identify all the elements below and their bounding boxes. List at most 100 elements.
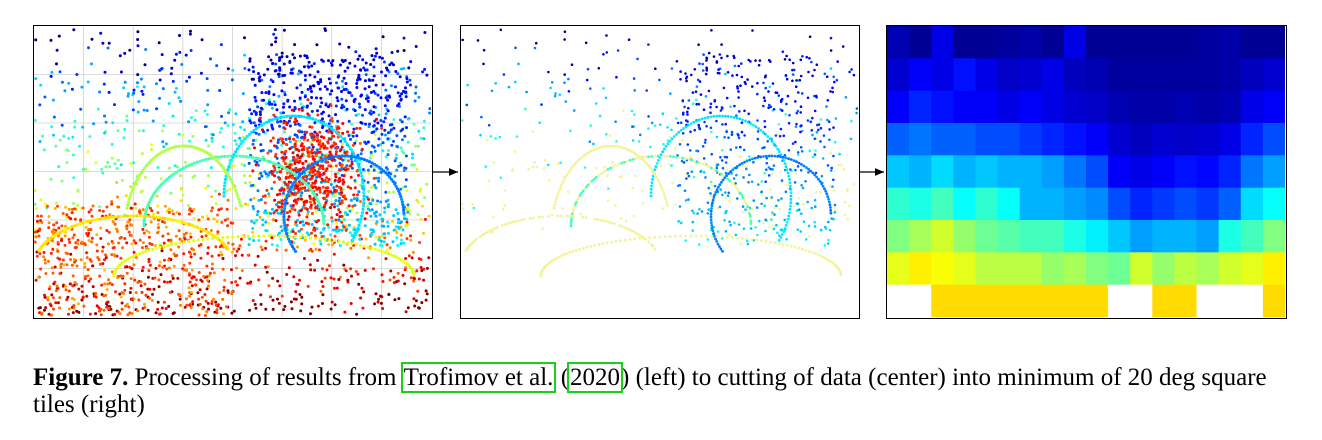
- data-point: [255, 218, 259, 222]
- data-point: [110, 142, 114, 146]
- data-point: [184, 231, 188, 235]
- data-point: [235, 147, 239, 151]
- data-point: [58, 257, 62, 261]
- citation-year-link[interactable]: 2020: [567, 362, 624, 393]
- data-point: [354, 50, 358, 54]
- data-point: [296, 72, 300, 76]
- data-point: [394, 156, 398, 160]
- data-point: [148, 263, 152, 267]
- data-point: [334, 150, 338, 154]
- left-panel-raw-data: [33, 25, 433, 319]
- data-point: [83, 242, 86, 246]
- data-point: [189, 306, 193, 309]
- data-point: [241, 154, 245, 158]
- data-point: [414, 91, 418, 95]
- data-point: [273, 198, 277, 202]
- citation-author-link[interactable]: Trofimov et al.: [400, 362, 557, 393]
- data-point: [358, 233, 362, 237]
- data-point: [106, 46, 110, 50]
- data-point: [393, 174, 397, 178]
- data-point: [261, 218, 265, 222]
- data-point: [318, 141, 322, 145]
- data-point: [179, 303, 182, 307]
- data-point: [73, 260, 77, 264]
- data-point: [55, 201, 58, 205]
- data-point: [372, 166, 376, 170]
- data-point: [273, 69, 277, 73]
- data-point: [275, 170, 279, 174]
- data-point: [223, 184, 227, 188]
- data-point: [287, 119, 291, 123]
- data-point: [412, 122, 416, 126]
- data-point: [258, 110, 262, 114]
- data-point: [288, 124, 292, 128]
- data-point: [264, 239, 268, 243]
- data-point: [310, 305, 314, 309]
- data-point: [123, 80, 127, 84]
- data-point: [267, 284, 271, 288]
- data-point: [70, 87, 74, 91]
- data-point: [367, 125, 371, 129]
- data-point: [206, 301, 210, 305]
- data-point: [141, 227, 145, 231]
- data-point: [394, 225, 398, 229]
- data-point: [301, 179, 305, 183]
- data-point: [225, 207, 229, 211]
- data-point: [371, 78, 375, 82]
- data-point: [270, 43, 274, 47]
- data-point: [417, 129, 421, 133]
- data-point: [343, 59, 347, 62]
- data-point: [119, 163, 123, 167]
- data-point: [269, 58, 273, 62]
- data-point: [78, 144, 82, 148]
- data-point: [386, 131, 390, 135]
- data-point: [334, 175, 338, 179]
- data-point: [38, 227, 42, 231]
- data-point: [332, 252, 336, 256]
- data-point: [332, 141, 336, 145]
- data-point: [61, 258, 65, 262]
- data-point: [247, 243, 251, 247]
- data-point: [97, 258, 101, 262]
- data-point: [135, 85, 139, 89]
- data-point: [402, 241, 406, 245]
- caption-text-2: (: [554, 364, 570, 391]
- data-point: [298, 293, 302, 296]
- data-point: [233, 139, 237, 143]
- data-point: [80, 284, 84, 288]
- data-point: [316, 258, 320, 262]
- data-point: [73, 207, 77, 211]
- data-point: [349, 302, 353, 305]
- data-point: [293, 99, 296, 103]
- data-point: [305, 215, 309, 219]
- data-point: [277, 75, 281, 79]
- data-point: [301, 161, 305, 165]
- data-point: [131, 108, 135, 112]
- data-point: [294, 232, 298, 235]
- data-point: [60, 224, 64, 228]
- data-point: [319, 289, 323, 293]
- data-point: [252, 139, 255, 142]
- data-point: [282, 28, 286, 32]
- data-point: [141, 129, 145, 133]
- data-point: [353, 64, 357, 68]
- data-point: [94, 312, 98, 316]
- data-point: [380, 126, 384, 130]
- data-point: [363, 268, 367, 272]
- data-point: [358, 54, 362, 58]
- data-point: [269, 139, 273, 143]
- data-point: [376, 93, 380, 97]
- data-point: [384, 96, 388, 100]
- data-point: [257, 76, 261, 80]
- data-point: [129, 206, 133, 210]
- data-point: [340, 90, 343, 93]
- data-point: [274, 162, 278, 166]
- data-point: [351, 143, 355, 147]
- data-point: [253, 159, 257, 163]
- data-point: [161, 220, 164, 224]
- data-point: [323, 203, 327, 207]
- data-point: [178, 297, 182, 301]
- data-point: [339, 139, 343, 143]
- data-point: [419, 187, 422, 191]
- data-point: [396, 271, 400, 275]
